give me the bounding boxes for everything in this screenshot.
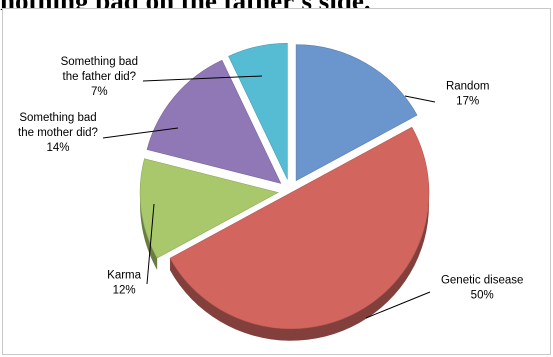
slice-3-value: 14% — [46, 142, 69, 154]
slice-3-label-line: the mother did? — [18, 127, 98, 139]
slice-4-leader-line — [142, 75, 263, 82]
slice-3-top — [146, 59, 282, 184]
slice-4-label: Something bad the father did? 7% — [61, 56, 138, 98]
slice-2-label: Karma 12% — [107, 270, 141, 297]
slice-1-top — [169, 126, 430, 330]
slice-0-leader-line — [404, 95, 436, 103]
slice-0-label-line: Random — [446, 81, 489, 93]
slice-0-label: Random 17% — [446, 81, 489, 108]
slice-2-label-line: Karma — [107, 270, 141, 282]
slice-4-top — [228, 42, 288, 180]
slice-2-top — [139, 158, 279, 259]
slice-1-label-line: Genetic disease — [441, 275, 523, 287]
slice-4-label-line: the father did? — [63, 71, 137, 83]
slice-1-value: 50% — [471, 290, 494, 302]
slice-2-value: 12% — [113, 285, 136, 297]
slice-0-top — [295, 44, 418, 182]
slice-3-label: Something bad the mother did? 14% — [18, 112, 98, 154]
slice-1-leader-line — [365, 291, 431, 319]
slice-0-value: 17% — [456, 96, 479, 108]
slice-2-side — [140, 192, 158, 271]
slice-4-value: 7% — [91, 86, 108, 98]
slice-3-label-line: Something bad — [19, 112, 96, 124]
slice-4-label-line: Something bad — [61, 56, 138, 68]
slice-3-leader-line — [102, 127, 179, 139]
slice-2-leader-line — [146, 203, 155, 285]
slice-1-label: Genetic disease 50% — [441, 275, 523, 302]
